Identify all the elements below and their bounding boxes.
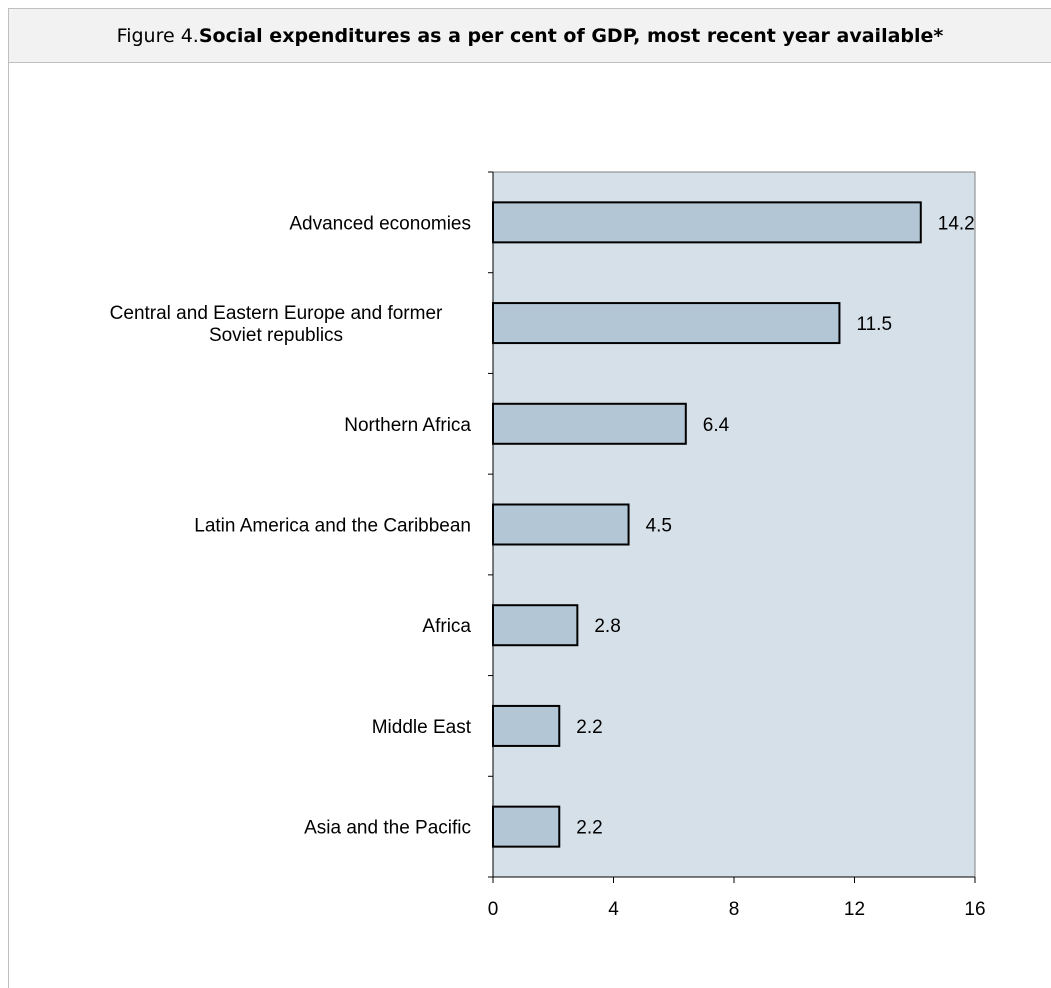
category-label-1-line-1: Soviet republics [209,325,343,346]
figure-frame [8,8,1051,988]
category-label-0: Advanced economies [289,213,471,234]
x-tick-label-0: 0 [488,899,499,920]
axes-group: 0 4 8 12 16 [488,171,986,920]
bar-value-label-1: 11.5 [856,314,892,335]
bar-value-label-0: 14.2 [938,213,975,234]
category-label-6: Asia and the Pacific [304,818,471,839]
bar-2 [492,402,687,445]
category-label-5: Middle East [372,717,472,738]
labels-group: 14.2 Advanced economies 11.5 Central and Ea… [110,213,975,838]
x-tick-label-4: 16 [964,899,985,920]
category-label-3: Latin America and the Caribbean [194,516,471,537]
bar-6 [492,805,561,848]
bars-group [492,201,922,848]
figure-caption: Figure 4. Social expenditures as a per c… [9,9,1051,63]
bar-4 [492,604,579,647]
category-label-1-line-0: Central and Eastern Europe and former [110,303,443,324]
bar-value-label-2: 6.4 [703,415,730,436]
category-label-4: Africa [422,616,471,637]
bar-value-label-5: 2.2 [576,717,602,738]
bar-3 [492,503,630,546]
category-label-2: Northern Africa [344,415,471,436]
x-tick-label-2: 8 [729,899,740,920]
figure-label: Figure 4. [116,24,199,47]
x-tick-label-1: 4 [608,899,619,920]
bar-value-label-3: 4.5 [646,516,672,537]
bar-5 [492,704,561,747]
bar-value-label-4: 2.8 [594,616,620,637]
bar-value-label-6: 2.2 [576,818,602,839]
bar-0 [492,201,922,244]
x-tick-label-3: 12 [844,899,865,920]
bar-1 [492,302,841,345]
figure-title: Social expenditures as a per cent of GDP… [198,24,944,47]
